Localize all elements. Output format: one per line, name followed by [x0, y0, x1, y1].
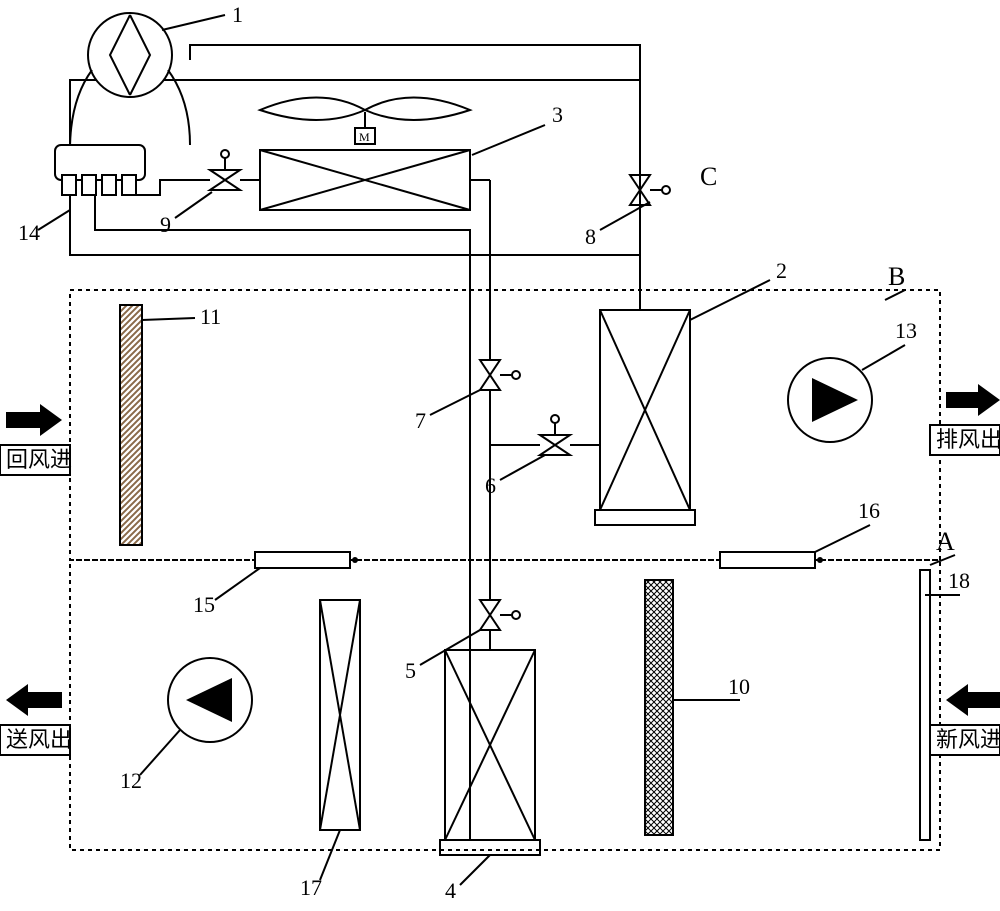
coil-4: [440, 650, 540, 855]
filter-10: [645, 580, 673, 835]
fan-13: [788, 358, 872, 442]
callout-12: 12: [120, 768, 142, 793]
callout-16: 16: [858, 498, 880, 523]
callout-4: 4: [445, 878, 456, 903]
valve-5: [480, 560, 520, 650]
arrow-return-in: [6, 404, 62, 436]
fan-12: [168, 658, 252, 742]
motor-M: M: [359, 130, 370, 144]
valve-6: [490, 415, 600, 455]
diagram-root: 1 14 9 3 M 8 C 7 6 2: [0, 0, 1000, 906]
callout-11: 11: [200, 304, 221, 329]
element-17: [320, 600, 360, 830]
arrow-exhaust-out: [946, 384, 1000, 416]
callout-6: 6: [485, 473, 496, 498]
label-exhaust-out-box: 排风出: [930, 425, 1000, 455]
valve-9: [210, 150, 240, 190]
callout-10: 10: [728, 674, 750, 699]
label-B: B: [888, 262, 905, 291]
valve-8: [630, 160, 670, 300]
damper-15: [255, 552, 358, 568]
svg-text:排风出: 排风出: [936, 427, 1000, 452]
callout-2: 2: [776, 258, 787, 283]
svg-text:新风进: 新风进: [936, 727, 1000, 752]
diagram-svg: 1 14 9 3 M 8 C 7 6 2: [0, 0, 1000, 906]
coil-3: [260, 150, 470, 210]
callout-15: 15: [193, 592, 215, 617]
callout-8: 8: [585, 224, 596, 249]
svg-text:回风进: 回风进: [6, 447, 72, 472]
damper-16: [720, 552, 823, 568]
filter-11: [120, 305, 142, 545]
callout-1: 1: [232, 2, 243, 27]
callout-17: 17: [300, 875, 322, 900]
axial-fan: M: [260, 98, 470, 145]
label-return-in-box: 回风进: [0, 445, 72, 475]
callout-3: 3: [552, 102, 563, 127]
arrow-supply-out: [6, 684, 62, 716]
svg-text:送风出: 送风出: [6, 727, 72, 752]
label-fresh-in-box: 新风进: [930, 725, 1000, 755]
callout-9: 9: [160, 212, 171, 237]
callout-18: 18: [948, 568, 970, 593]
compressor: [88, 13, 172, 97]
four-way-valve: [55, 130, 145, 195]
label-A: A: [936, 527, 955, 556]
coil-2: [595, 300, 695, 525]
label-supply-out-box: 送风出: [0, 725, 72, 755]
valve-7: [480, 300, 520, 560]
callout-7: 7: [415, 408, 426, 433]
callout-13: 13: [895, 318, 917, 343]
callout-5: 5: [405, 658, 416, 683]
label-C: C: [700, 162, 717, 191]
callout-14: 14: [18, 220, 40, 245]
arrow-fresh-in: [946, 684, 1000, 716]
filter-18: [920, 570, 930, 840]
